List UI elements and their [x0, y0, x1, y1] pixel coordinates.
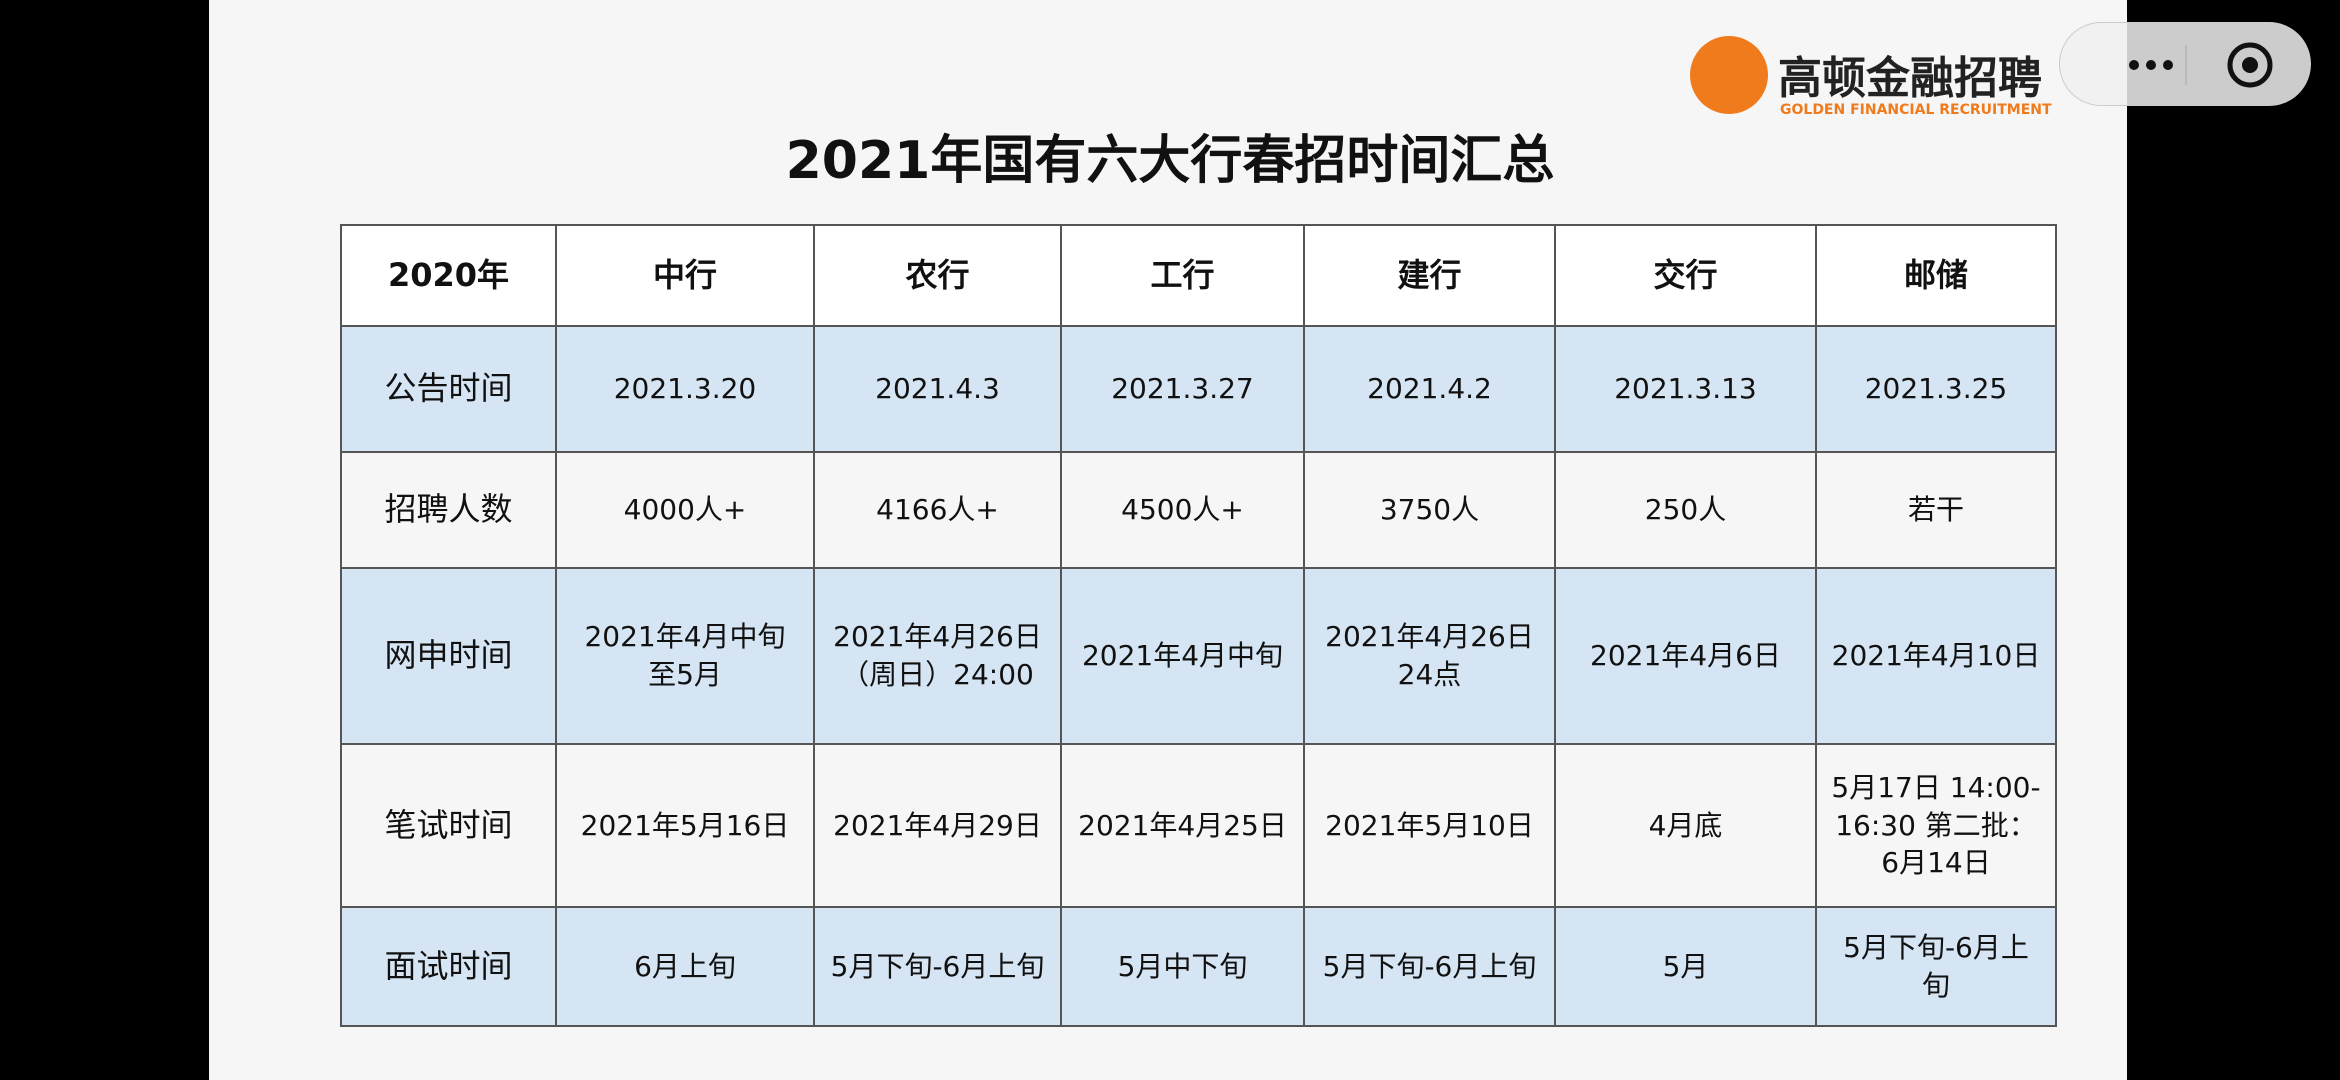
- title: 2021年国有六大行春招时间汇总: [785, 131, 1555, 191]
- table-cell: 2021年4月25日: [1060, 743, 1305, 908]
- table-row: 公告时间 2021.3.20 2021.4.3 2021.3.27 2021.4.2 20…: [340, 325, 2057, 453]
- table-cell: 若干: [1815, 451, 2057, 569]
- table-cell: 2021.3.13: [1554, 325, 1817, 453]
- table-cell: 工行: [1060, 224, 1305, 327]
- table-cell: 6月上旬: [555, 906, 815, 1027]
- table-cell: 中行: [555, 224, 815, 327]
- close-button[interactable]: [2227, 42, 2273, 88]
- logo-name: 高顿金融招聘: [1778, 53, 2042, 104]
- table-cell: 250人: [1554, 451, 1817, 569]
- table-cell: 笔试时间: [340, 743, 557, 908]
- logo: 高顿金融招聘 GOLDEN FINANCIAL RECRUITMENT: [1690, 34, 2070, 124]
- table-cell: 5月17日 14:00-16:30 第二批： 6月14日: [1815, 743, 2057, 908]
- table-cell: 5月下旬-6月上旬: [1303, 906, 1556, 1027]
- table-cell: 招聘人数: [340, 451, 557, 569]
- table-cell: 5月下旬-6月上旬: [1815, 906, 2057, 1027]
- table-cell: 2021年4月26日24点: [1303, 567, 1556, 745]
- capsule-icons: [2129, 42, 2273, 88]
- logo-mark: [1690, 36, 1768, 114]
- table-row: 网申时间 2021年4月中旬至5月 2021年4月26日（周日）24:00 2021年…: [340, 567, 2057, 745]
- logo-tagline: GOLDEN FINANCIAL RECRUITMENT: [1780, 102, 2052, 118]
- table-cell: 农行: [813, 224, 1062, 327]
- table-cell: 2021.4.2: [1303, 325, 1556, 453]
- table-cell: 2021年4月中旬至5月: [555, 567, 815, 745]
- table-cell: 3750人: [1303, 451, 1556, 569]
- more-button[interactable]: [2129, 60, 2173, 70]
- table-row: 笔试时间 2021年5月16日 2021年4月29日 2021年4月25日 2021年5…: [340, 743, 2057, 908]
- table-cell: 2021.3.20: [555, 325, 815, 453]
- table-cell: 邮储: [1815, 224, 2057, 327]
- table-row: 面试时间 6月上旬 5月下旬-6月上旬 5月中下旬 5月下旬-6月上旬 5月 5月下旬-6月…: [340, 906, 2057, 1027]
- table-cell: 5月中下旬: [1060, 906, 1305, 1027]
- table-cell: 2021年5月16日: [555, 743, 815, 908]
- table-cell: 4500人+: [1060, 451, 1305, 569]
- mini-program-capsule: [2059, 22, 2311, 106]
- table-cell: 5月: [1554, 906, 1817, 1027]
- table-cell: 4166人+: [813, 451, 1062, 569]
- table-cell: 5月下旬-6月上旬: [813, 906, 1062, 1027]
- table-cell: 2020年: [340, 224, 557, 327]
- table-cell: 2021年4月29日: [813, 743, 1062, 908]
- table-cell: 公告时间: [340, 325, 557, 453]
- table-cell: 2021年4月中旬: [1060, 567, 1305, 745]
- schedule-table: 2020年 中行 农行 工行 建行 交行 邮储 公告时间 2021.3.20 2021.4.3 20…: [340, 224, 2057, 1027]
- table-cell: 2021年5月10日: [1303, 743, 1556, 908]
- table-cell: 2021.3.27: [1060, 325, 1305, 453]
- table-cell: 4月底: [1554, 743, 1817, 908]
- table-cell: 网申时间: [340, 567, 557, 745]
- table-cell: 2021年4月6日: [1554, 567, 1817, 745]
- table-row: 招聘人数 4000人+ 4166人+ 4500人+ 3750人 250人 若干: [340, 451, 2057, 569]
- table-cell: 2021.4.3: [813, 325, 1062, 453]
- table-cell: 2021年4月10日: [1815, 567, 2057, 745]
- table-cell: 2021年4月26日（周日）24:00: [813, 567, 1062, 745]
- header-row: 2020年 中行 农行 工行 建行 交行 邮储: [340, 224, 2057, 327]
- table-cell: 交行: [1554, 224, 1817, 327]
- table-cell: 建行: [1303, 224, 1556, 327]
- table-cell: 4000人+: [555, 451, 815, 569]
- table-cell: 面试时间: [340, 906, 557, 1027]
- table-cell: 2021.3.25: [1815, 325, 2057, 453]
